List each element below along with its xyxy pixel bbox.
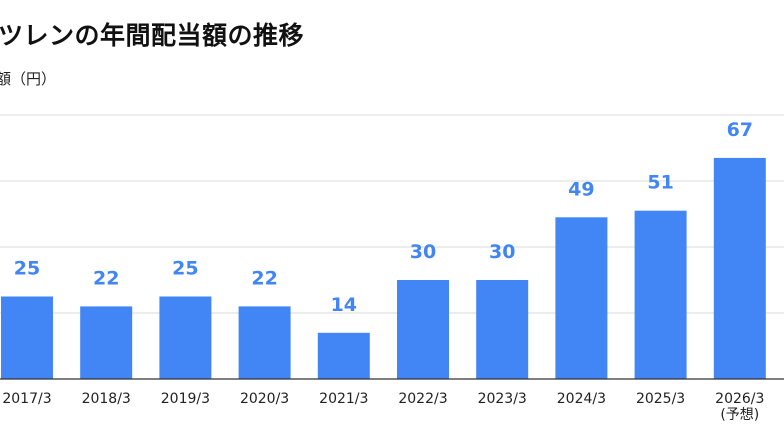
bar-value-label: 30: [489, 241, 515, 263]
bar: [713, 157, 766, 379]
x-tick-label: 2019/3: [161, 391, 210, 407]
bar: [238, 306, 291, 379]
x-tick-label: 2023/3: [478, 391, 527, 407]
bar: [317, 332, 370, 379]
x-tick-note: (予想): [720, 407, 759, 423]
y-axis-unit-label: 額（円）: [0, 70, 57, 88]
bar-value-label: 51: [647, 172, 673, 194]
bar: [80, 306, 133, 379]
x-tick-label: 2021/3: [319, 391, 368, 407]
chart-title: ツレンの年間配当額の推移: [0, 21, 305, 50]
bar-value-label: 30: [410, 241, 436, 263]
x-tick-label: 2025/3: [636, 391, 685, 407]
bar: [159, 296, 212, 379]
bar-value-label: 25: [14, 258, 40, 280]
x-tick-label: 2022/3: [398, 391, 447, 407]
bar: [555, 217, 608, 379]
bar-value-label: 22: [251, 267, 277, 289]
x-tick-label: 2024/3: [557, 391, 606, 407]
bar-value-label: 22: [93, 267, 119, 289]
x-tick-label: 2017/3: [2, 391, 51, 407]
bar-value-label: 25: [172, 258, 198, 280]
bar-value-label: 67: [727, 119, 753, 141]
bar: [397, 280, 449, 379]
x-tick-label: 2018/3: [82, 391, 131, 407]
bar-value-label: 49: [568, 178, 594, 200]
bar: [1, 296, 53, 379]
bar: [476, 280, 529, 379]
bar: [634, 210, 687, 379]
x-tick-label: 2020/3: [240, 391, 289, 407]
x-tick-label: 2026/3: [715, 391, 764, 407]
bar-value-label: 14: [331, 294, 357, 316]
